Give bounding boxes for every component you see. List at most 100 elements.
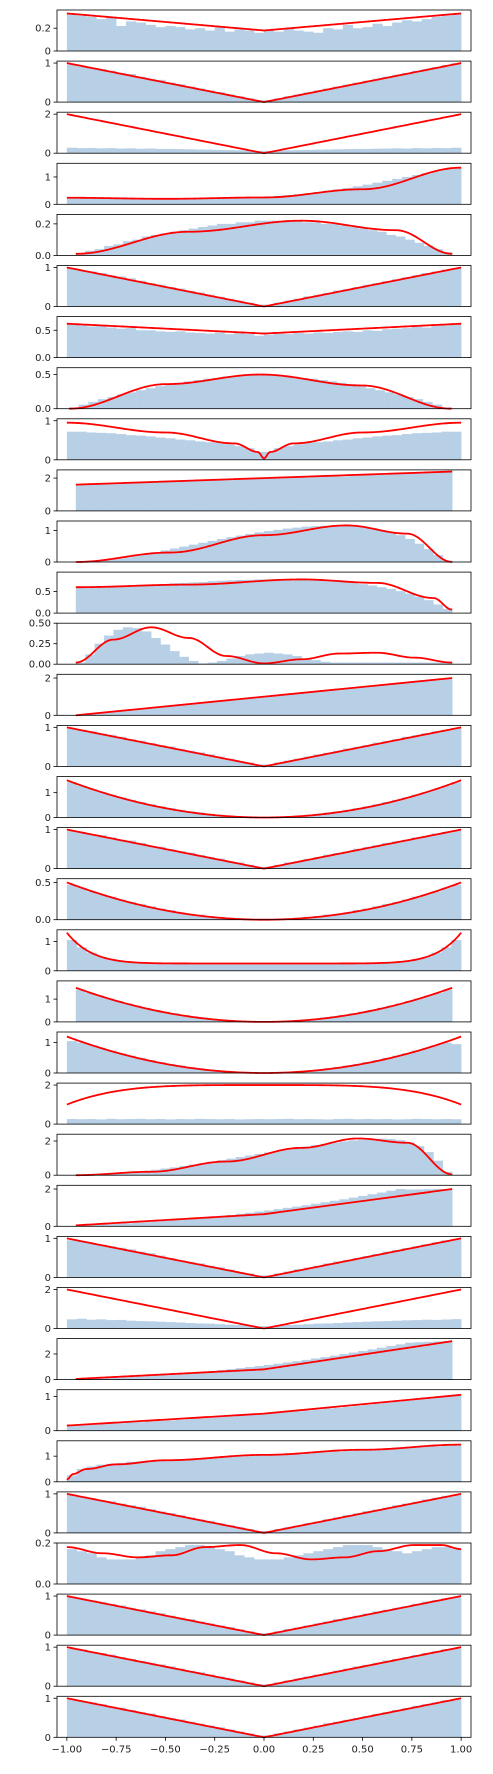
hist-bar xyxy=(75,484,86,511)
hist-bar xyxy=(86,326,97,358)
hist-bar xyxy=(116,72,127,103)
hist-bar xyxy=(195,333,206,358)
hist-bar xyxy=(195,1068,206,1073)
axes-frame xyxy=(56,929,472,972)
hist-bar xyxy=(155,284,166,307)
hist-bar xyxy=(269,375,280,409)
hist-bar xyxy=(169,481,180,511)
pdf-curve xyxy=(75,1137,453,1177)
hist-bar xyxy=(333,852,344,869)
hist-bar xyxy=(174,382,185,409)
hist-bar xyxy=(75,587,86,614)
panel-13: 0.00 0.25 0.50 xyxy=(29,619,472,671)
hist-bar xyxy=(442,678,453,716)
hist-bar xyxy=(195,149,206,154)
hist-bar xyxy=(339,225,349,256)
hist-bar xyxy=(254,653,265,665)
hist-bar xyxy=(293,1627,304,1636)
hist-bar xyxy=(402,20,413,51)
hist-bar xyxy=(234,1456,245,1482)
hist-bar xyxy=(402,1320,413,1329)
hist-bar xyxy=(293,194,304,205)
hist-bar xyxy=(323,1119,334,1125)
hist-bar xyxy=(382,1549,393,1584)
panel-10: 02 xyxy=(45,469,472,517)
hist-bar xyxy=(214,756,225,767)
hist-bar xyxy=(66,197,78,205)
hist-bar xyxy=(431,171,442,205)
hist-bar xyxy=(224,1626,235,1636)
hist-bar xyxy=(342,288,354,307)
hist-bar xyxy=(244,1414,255,1431)
hist-bar xyxy=(116,1605,127,1636)
hist-bar xyxy=(165,198,176,205)
hist-bar xyxy=(405,593,415,614)
hist-bar xyxy=(392,279,403,307)
hist-bar xyxy=(339,662,349,665)
hist-bar xyxy=(207,480,218,511)
hist-bar xyxy=(441,831,452,869)
hist-bar xyxy=(339,476,349,511)
hist-bar xyxy=(431,731,442,767)
hist-bar xyxy=(313,963,324,971)
hist-bar xyxy=(372,906,383,920)
hist-bar xyxy=(431,1651,442,1687)
hist-bar xyxy=(214,1457,225,1482)
hist-bar xyxy=(382,1711,393,1738)
hist-bar xyxy=(160,1168,171,1176)
hist-bar xyxy=(126,799,137,818)
hist-bar xyxy=(411,794,423,818)
hist-bar xyxy=(342,1259,354,1278)
axes-frame xyxy=(56,1031,472,1074)
hist-bar xyxy=(224,198,235,205)
hist-bar xyxy=(451,782,462,818)
hist-bar xyxy=(226,1369,237,1380)
hist-bar xyxy=(66,884,78,920)
hist-bar xyxy=(185,750,196,767)
panel-26: 02 xyxy=(45,1285,472,1335)
hist-bar xyxy=(155,437,166,460)
hist-bar xyxy=(107,397,118,409)
hist-bar xyxy=(264,1364,274,1380)
hist-bar xyxy=(145,1119,156,1125)
hist-bar xyxy=(198,582,208,614)
hist-bar xyxy=(195,1458,206,1482)
hist-bar xyxy=(441,1319,452,1329)
hist-bar xyxy=(96,1653,107,1687)
hist-bar xyxy=(411,1118,423,1125)
hist-bar xyxy=(323,149,334,154)
hist-bar xyxy=(342,187,354,205)
hist-bar xyxy=(224,334,235,358)
hist-bar xyxy=(175,912,186,920)
hist-bar xyxy=(283,28,294,51)
hist-bar xyxy=(244,1682,255,1687)
hist-bar xyxy=(348,1197,359,1227)
panel-29: 01 xyxy=(45,1440,472,1488)
hist-bar xyxy=(283,1680,294,1687)
hist-bar xyxy=(76,729,87,767)
hist-bar xyxy=(386,1346,397,1380)
hist-bar xyxy=(235,656,246,665)
hist-bar xyxy=(116,198,127,205)
hist-bar xyxy=(386,234,397,256)
hist-bar xyxy=(355,386,366,409)
hist-bar xyxy=(126,1607,137,1636)
hist-bar xyxy=(392,148,403,154)
hist-bar xyxy=(451,13,462,51)
hist-bar xyxy=(116,960,127,971)
hist-bar xyxy=(273,1325,285,1329)
hist-bar xyxy=(169,583,180,614)
y-tick-label: 0 xyxy=(45,813,51,824)
hist-bar xyxy=(86,1045,97,1073)
hist-bar xyxy=(165,82,176,103)
hist-bar xyxy=(135,435,147,460)
hist-bar xyxy=(441,1240,452,1278)
hist-bar xyxy=(348,227,359,256)
hist-bar xyxy=(195,963,206,971)
hist-bar xyxy=(106,1501,117,1533)
y-tick-label: 2 xyxy=(45,1185,51,1196)
hist-bar xyxy=(386,474,397,511)
hist-bar xyxy=(126,962,137,971)
hist-bar xyxy=(303,1410,314,1431)
axes-frame xyxy=(56,1389,472,1432)
